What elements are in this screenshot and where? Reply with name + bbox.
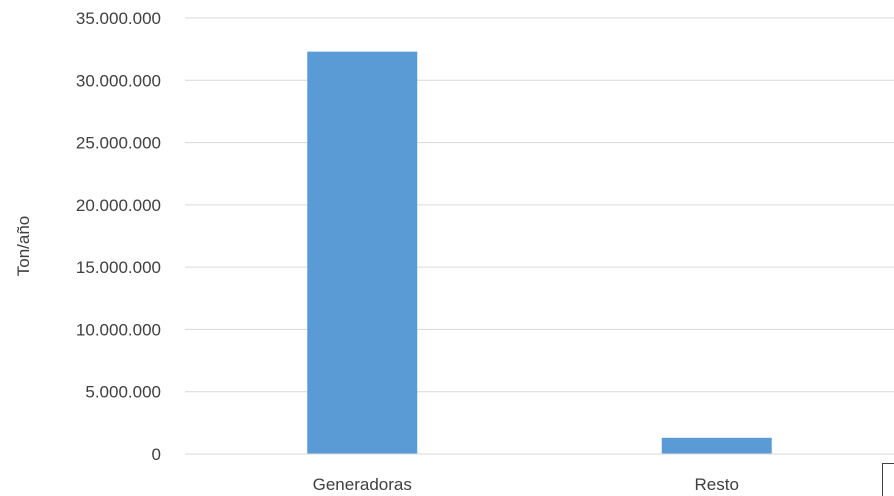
- x-category-label: Resto: [695, 475, 739, 494]
- x-category-labels: Generadoras Resto: [313, 475, 739, 494]
- x-category-label: Generadoras: [313, 475, 412, 494]
- y-tick-label: 25.000.000: [76, 134, 161, 153]
- bar-generadoras: [307, 51, 418, 455]
- gridlines: [185, 17, 894, 393]
- y-tick-labels: 0 5.000.000 10.000.000 15.000.000 20.000.000…: [76, 9, 161, 464]
- bars: [307, 51, 772, 455]
- bar-resto: [661, 437, 772, 454]
- y-tick-label: 5.000.000: [85, 383, 161, 402]
- y-tick-label: 0: [152, 445, 161, 464]
- y-tick-label: 30.000.000: [76, 71, 161, 90]
- y-tick-label: 20.000.000: [76, 196, 161, 215]
- corner-box: [882, 463, 894, 496]
- y-tick-label: 10.000.000: [76, 320, 161, 339]
- y-tick-label: 15.000.000: [76, 258, 161, 277]
- y-axis-title: Ton/año: [14, 216, 33, 277]
- y-tick-label: 35.000.000: [76, 9, 161, 28]
